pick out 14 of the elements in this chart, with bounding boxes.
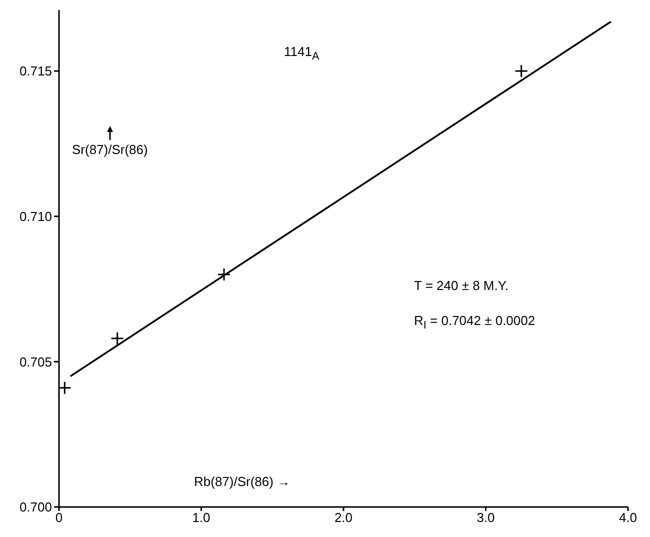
x-tick-label: 1.0 (192, 510, 210, 526)
y-axis-title: Sr(87)/Sr(86) (72, 142, 148, 157)
y-tick-label: 0.715 (19, 64, 52, 79)
y-tick-label: 0.710 (19, 208, 52, 224)
x-tick-label: 2.0 (334, 510, 353, 526)
y-tick-label: 0.705 (19, 354, 52, 370)
x-tick-label: 4.0 (618, 510, 638, 526)
x-tick-label: 3.0 (476, 510, 495, 526)
annotation: 1141$_{A}$ (284, 44, 320, 63)
x-tick-label: 0 (55, 510, 63, 526)
annotation: T = 240 ± 8 M.Y. (414, 278, 508, 293)
annotation: R$_{I}$ = 0.7042 ± 0.0002 (414, 313, 536, 332)
y-tick-label: 0.700 (19, 500, 52, 515)
x-axis-title: Rb(87)/Sr(86) → (194, 474, 290, 489)
